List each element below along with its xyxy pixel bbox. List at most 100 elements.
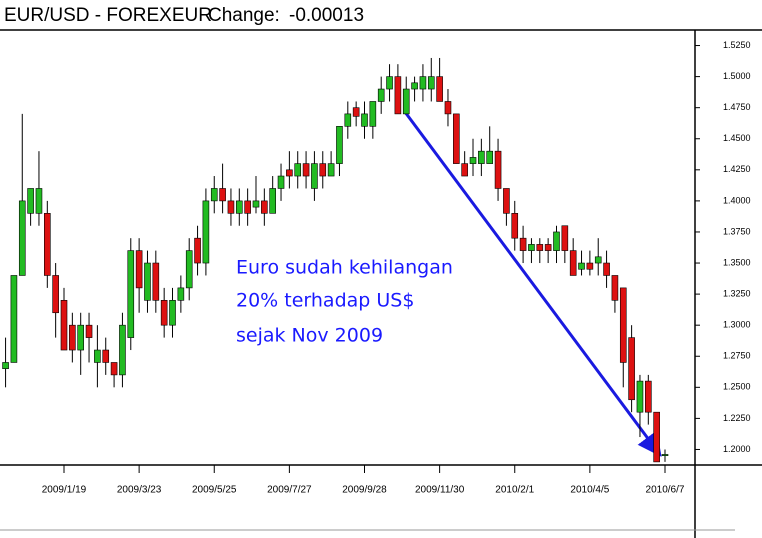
annotation-box bbox=[232, 248, 494, 356]
y-tick-label: 1.4000 bbox=[723, 195, 751, 205]
candle-body bbox=[645, 380, 652, 413]
y-tick-label: 1.3000 bbox=[723, 320, 751, 330]
candle-body bbox=[235, 200, 243, 214]
candle-body bbox=[27, 188, 34, 214]
x-tick-label: 2009/3/23 bbox=[117, 485, 162, 496]
candle-body bbox=[628, 337, 635, 401]
candle-body bbox=[302, 163, 310, 177]
candle-body bbox=[327, 163, 335, 177]
candle-body bbox=[369, 101, 377, 127]
candle-body bbox=[361, 113, 368, 127]
y-tick-label: 1.2000 bbox=[723, 444, 751, 454]
x-tick-label: 2009/1/19 bbox=[42, 485, 87, 496]
candle-body bbox=[261, 200, 268, 214]
x-tick-label: 2009/7/27 bbox=[267, 485, 312, 496]
candle-body bbox=[152, 262, 160, 301]
candle-body bbox=[160, 300, 168, 326]
candle-body bbox=[185, 250, 193, 289]
candle-body bbox=[311, 163, 318, 189]
x-tick-label: 2009/11/30 bbox=[415, 485, 465, 496]
x-tick-label: 2010/2/1 bbox=[495, 485, 534, 496]
candle-body bbox=[35, 188, 43, 214]
y-tick-label: 1.2750 bbox=[723, 351, 751, 361]
candle-body bbox=[319, 163, 327, 177]
candle-body bbox=[169, 300, 176, 326]
candle-body bbox=[144, 262, 151, 301]
candle-body bbox=[394, 76, 402, 115]
candle-body bbox=[177, 287, 185, 301]
candle-body bbox=[536, 244, 544, 251]
candle-body bbox=[60, 300, 68, 351]
x-tick-label: 2009/5/25 bbox=[192, 485, 237, 496]
candle-body bbox=[18, 200, 26, 276]
candle-body bbox=[661, 454, 669, 456]
trend-arrow bbox=[403, 111, 662, 457]
candle-body bbox=[653, 411, 660, 463]
candle-body bbox=[2, 362, 9, 369]
candle-body bbox=[10, 275, 18, 363]
candle-body bbox=[352, 107, 360, 117]
candle-body bbox=[419, 76, 427, 90]
candle-body bbox=[227, 200, 235, 214]
candle-body bbox=[44, 213, 51, 276]
candle-body bbox=[336, 126, 343, 164]
y-tick-label: 1.2250 bbox=[723, 413, 751, 423]
y-tick-label: 1.5000 bbox=[723, 71, 751, 81]
y-tick-label: 1.4500 bbox=[723, 133, 751, 143]
candle-body bbox=[244, 200, 251, 214]
candle-body bbox=[444, 101, 452, 115]
candle-body bbox=[69, 324, 76, 351]
candle-body bbox=[119, 324, 126, 376]
candle-body bbox=[286, 169, 293, 177]
y-tick-label: 1.3500 bbox=[723, 257, 751, 267]
candle-body bbox=[252, 200, 260, 208]
candle-body bbox=[519, 237, 527, 251]
candle-body bbox=[402, 88, 410, 115]
x-tick-label: 2009/9/28 bbox=[342, 485, 387, 496]
candle-body bbox=[294, 163, 302, 177]
candle-body bbox=[202, 200, 210, 264]
change-value: -0.00013 bbox=[289, 5, 364, 26]
x-tick-label: 2010/6/7 bbox=[646, 485, 685, 496]
candle-body bbox=[561, 225, 569, 251]
candle-body bbox=[461, 163, 468, 177]
candle-body bbox=[77, 324, 84, 351]
candle-body bbox=[52, 275, 59, 314]
candle-body bbox=[478, 150, 485, 164]
candle-body bbox=[127, 250, 135, 338]
y-tick-label: 1.4250 bbox=[723, 164, 751, 174]
annotation: sejak Nov 2009 bbox=[236, 325, 383, 347]
y-tick-label: 1.3250 bbox=[723, 288, 751, 298]
candle-body bbox=[553, 231, 560, 251]
candle-body bbox=[544, 244, 552, 251]
annotation: 20% terhadap US$ bbox=[236, 290, 414, 312]
candle-body bbox=[636, 380, 644, 413]
change-label: Change: bbox=[208, 5, 280, 26]
candle-body bbox=[210, 188, 218, 202]
candle-body bbox=[619, 287, 627, 363]
y-tick-label: 1.2500 bbox=[723, 382, 751, 392]
candle-body bbox=[511, 213, 519, 239]
annotation: Euro sudah kehilangan bbox=[236, 257, 453, 279]
candle-body bbox=[594, 256, 602, 264]
y-tick-label: 1.3750 bbox=[723, 226, 751, 236]
candle-body bbox=[569, 250, 577, 276]
candle-body bbox=[611, 275, 619, 301]
candle-body bbox=[85, 324, 93, 338]
candle-body bbox=[486, 150, 494, 164]
candle-body bbox=[494, 150, 502, 189]
candle-body bbox=[110, 362, 118, 376]
candle-body bbox=[94, 349, 101, 363]
candle-body bbox=[469, 157, 477, 164]
candle-body bbox=[277, 175, 285, 189]
candle-body bbox=[135, 250, 143, 289]
candle-body bbox=[427, 76, 435, 90]
candle-body bbox=[377, 88, 385, 102]
candle-body bbox=[503, 188, 510, 214]
candle-body bbox=[453, 113, 460, 164]
y-tick-label: 1.5250 bbox=[723, 40, 751, 50]
candle-body bbox=[344, 113, 352, 127]
candle-body bbox=[269, 188, 276, 214]
